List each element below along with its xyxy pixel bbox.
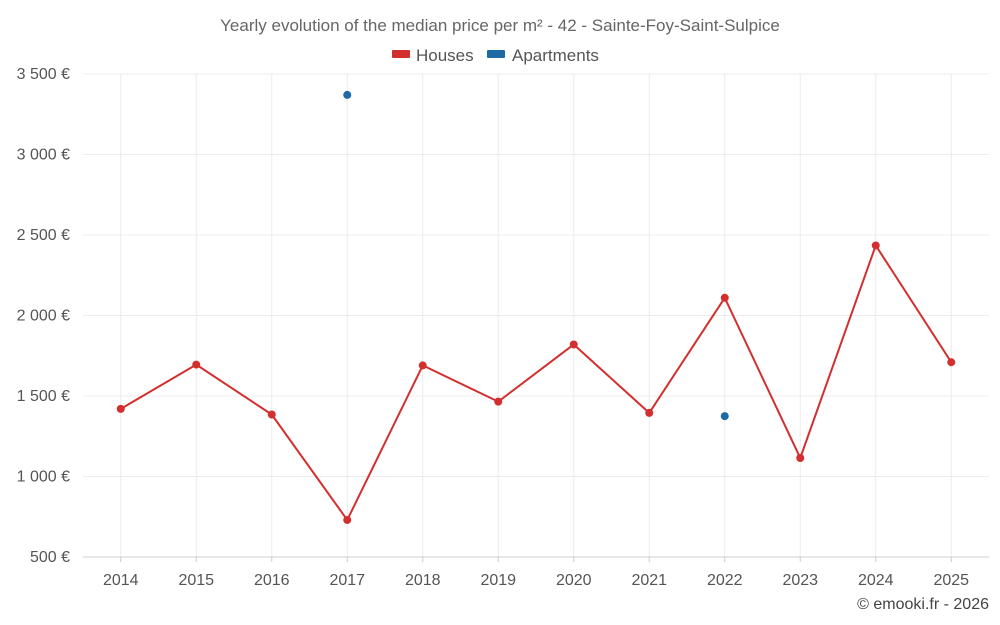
- data-point-houses[interactable]: [192, 360, 201, 369]
- legend-item-houses[interactable]: Houses: [392, 46, 474, 65]
- x-tick-label: 2024: [858, 572, 894, 589]
- data-point-houses[interactable]: [645, 408, 654, 417]
- x-tick-label: 2021: [631, 572, 667, 589]
- data-point-houses[interactable]: [720, 293, 729, 302]
- legend: Houses Apartments: [392, 46, 599, 65]
- legend-swatch-apartments: [487, 50, 505, 58]
- y-tick-label: 3 500 €: [17, 66, 70, 83]
- x-tick-label: 2015: [178, 572, 214, 589]
- data-point-houses[interactable]: [343, 515, 352, 524]
- legend-item-apartments[interactable]: Apartments: [487, 46, 599, 65]
- x-tick-label: 2018: [405, 572, 441, 589]
- data-point-apartments[interactable]: [343, 90, 352, 99]
- data-point-houses[interactable]: [796, 453, 805, 462]
- legend-label-apartments: Apartments: [512, 46, 599, 65]
- credit-text: © emooki.fr - 2026: [857, 596, 989, 613]
- data-point-houses[interactable]: [494, 397, 503, 406]
- y-tick-label: 500 €: [30, 549, 70, 566]
- x-tick-label: 2016: [254, 572, 290, 589]
- data-point-houses[interactable]: [116, 404, 125, 413]
- x-tick-label: 2020: [556, 572, 592, 589]
- x-tick-label: 2025: [933, 572, 969, 589]
- data-point-apartments[interactable]: [720, 412, 729, 421]
- y-tick-label: 2 500 €: [17, 227, 70, 244]
- chart-title: Yearly evolution of the median price per…: [220, 16, 780, 35]
- data-point-houses[interactable]: [267, 410, 276, 419]
- x-tick-label: 2023: [782, 572, 818, 589]
- x-tick-label: 2014: [103, 572, 139, 589]
- legend-swatch-houses: [392, 50, 410, 58]
- data-point-houses[interactable]: [418, 361, 427, 370]
- y-tick-label: 1 500 €: [17, 388, 70, 405]
- data-point-houses[interactable]: [947, 358, 956, 367]
- legend-label-houses: Houses: [416, 46, 474, 65]
- grid: [83, 73, 989, 558]
- series: [116, 90, 956, 524]
- axes: 500 € 1 000 € 1 500 € 2 000 € 2 500 € 3 000 €…: [17, 66, 989, 589]
- y-tick-label: 3 000 €: [17, 147, 70, 164]
- series-line-houses: [120, 244, 953, 521]
- x-tick-label: 2019: [480, 572, 516, 589]
- data-point-houses[interactable]: [871, 241, 880, 250]
- y-tick-label: 1 000 €: [17, 469, 70, 486]
- y-tick-label: 2 000 €: [17, 308, 70, 325]
- x-tick-label: 2017: [329, 572, 365, 589]
- x-tick-label: 2022: [707, 572, 743, 589]
- data-point-houses[interactable]: [569, 340, 578, 349]
